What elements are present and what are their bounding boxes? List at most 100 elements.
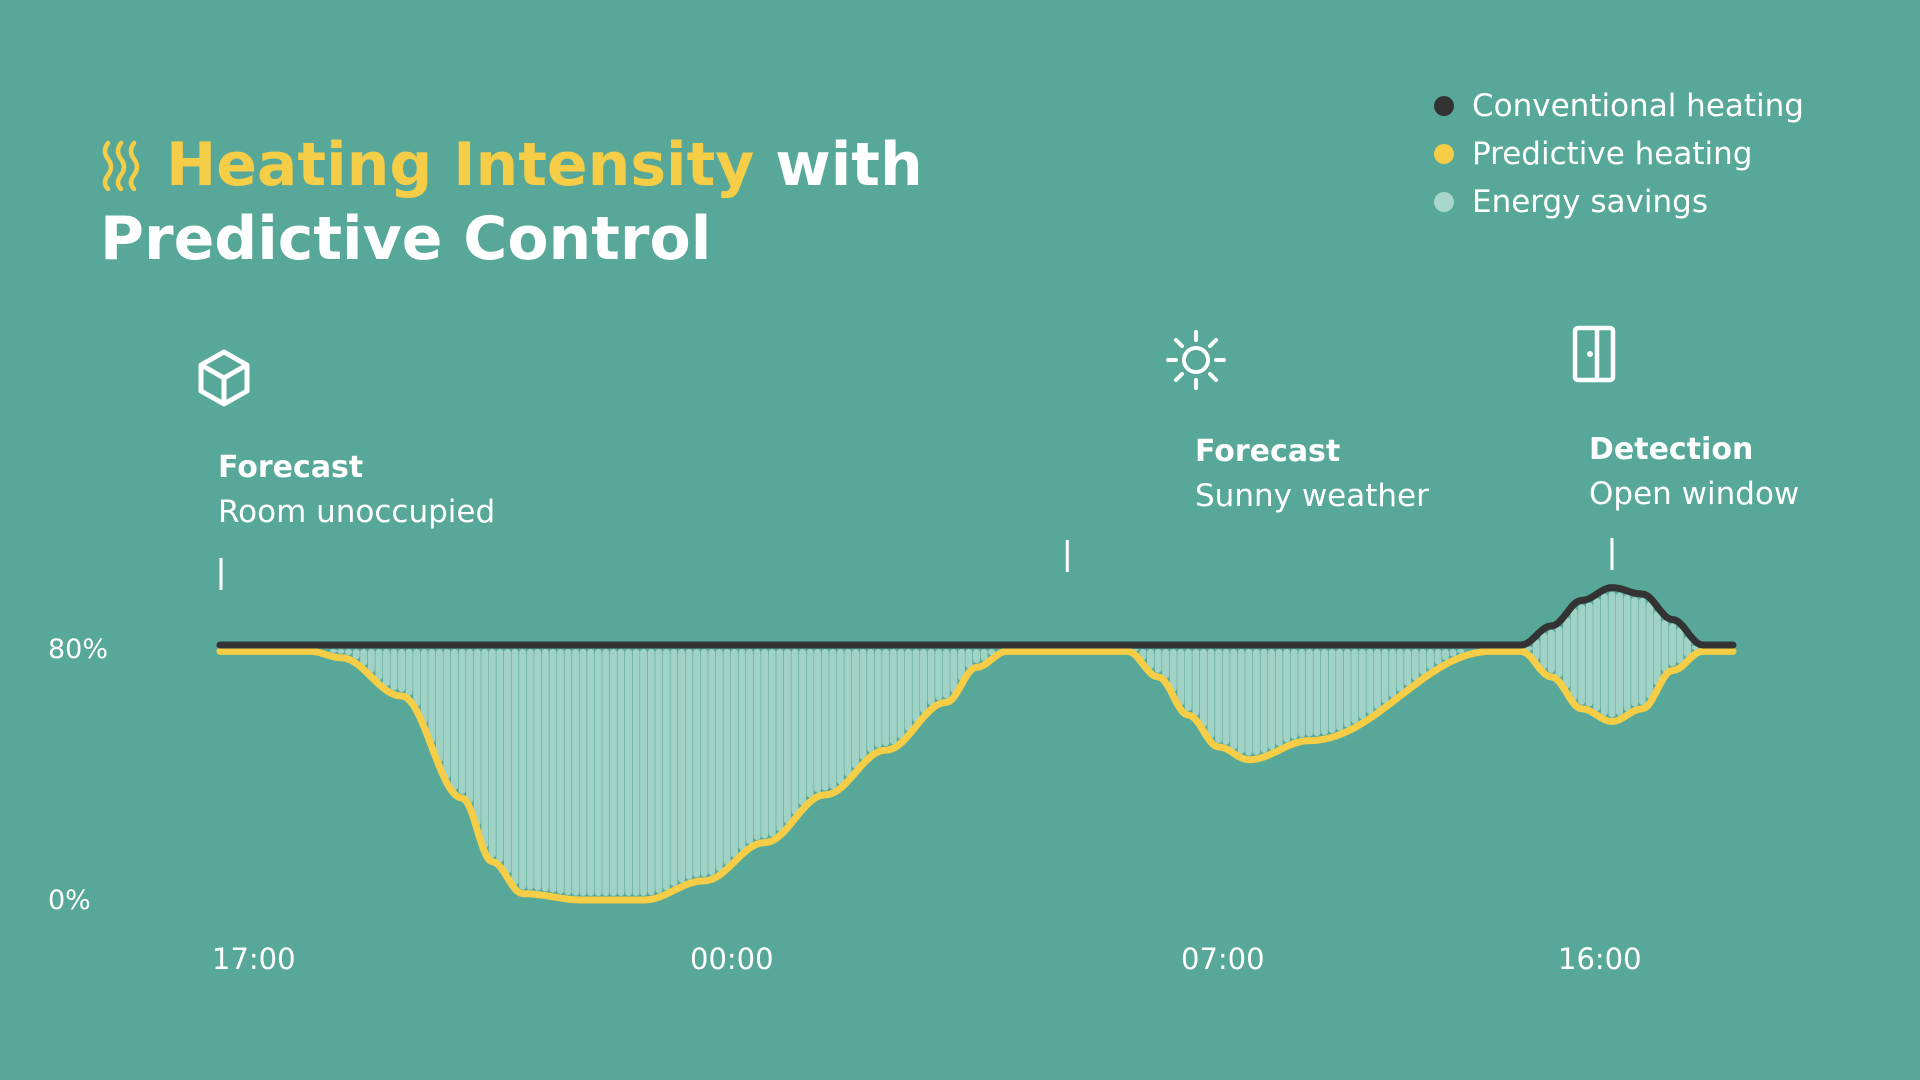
savings-bar bbox=[738, 649, 746, 851]
savings-bar bbox=[1321, 649, 1328, 736]
savings-bar bbox=[564, 649, 572, 896]
savings-bar bbox=[1593, 598, 1601, 712]
legend-item: Conventional heating bbox=[1434, 82, 1804, 130]
savings-bar bbox=[428, 649, 436, 743]
savings-bar bbox=[1389, 649, 1397, 698]
savings-bar bbox=[1396, 649, 1404, 692]
legend-item: Predictive heating bbox=[1434, 130, 1804, 178]
title-line-2: Predictive Control bbox=[100, 204, 712, 274]
savings-bar bbox=[398, 649, 406, 692]
savings-bar bbox=[927, 649, 935, 706]
savings-bar bbox=[1570, 608, 1578, 701]
legend-swatch bbox=[1434, 144, 1454, 164]
savings-bar bbox=[549, 649, 557, 893]
savings-bar bbox=[1381, 649, 1389, 704]
savings-bar bbox=[874, 649, 882, 748]
legend-label: Predictive heating bbox=[1472, 136, 1753, 172]
event-title: Forecast bbox=[1195, 434, 1341, 469]
savings-bar bbox=[352, 649, 360, 660]
y-tick-label: 0% bbox=[48, 885, 91, 916]
savings-bar bbox=[1169, 649, 1177, 692]
savings-bar bbox=[1177, 649, 1185, 706]
savings-bar bbox=[337, 649, 345, 654]
savings-bar bbox=[1449, 649, 1457, 657]
savings-bar bbox=[481, 649, 489, 849]
predictive-heating-line bbox=[216, 647, 1737, 904]
savings-bar bbox=[1646, 601, 1654, 700]
savings-bar bbox=[1283, 649, 1291, 743]
savings-bar bbox=[1638, 598, 1646, 705]
savings-bar bbox=[1419, 649, 1427, 675]
savings-bar bbox=[1631, 597, 1639, 707]
savings-bar bbox=[1343, 649, 1351, 728]
x-tick-label: 16:00 bbox=[1558, 942, 1642, 976]
event-title: Forecast bbox=[218, 450, 364, 485]
savings-bar bbox=[700, 649, 708, 877]
chart-title: Heating Intensity with Predictive Contro… bbox=[100, 128, 923, 276]
savings-bar bbox=[330, 649, 337, 653]
event-annotation: Forecast Sunny weather bbox=[1195, 430, 1429, 518]
savings-bar bbox=[1162, 649, 1170, 679]
savings-bar bbox=[1684, 636, 1692, 657]
savings-bar bbox=[1563, 617, 1571, 689]
event-annotation: Forecast Room unoccupied bbox=[218, 446, 495, 534]
savings-bar bbox=[1305, 649, 1313, 737]
legend-swatch bbox=[1434, 96, 1454, 116]
savings-bar bbox=[625, 649, 632, 896]
savings-bar bbox=[458, 649, 466, 794]
savings-bar bbox=[1616, 592, 1623, 716]
savings-bar bbox=[678, 649, 685, 883]
savings-bar bbox=[594, 649, 602, 896]
savings-bar bbox=[708, 649, 716, 876]
event-annotation: Detection Open window bbox=[1589, 428, 1799, 516]
savings-bar bbox=[1351, 649, 1359, 724]
savings-bar bbox=[587, 649, 595, 896]
cube-icon bbox=[198, 349, 250, 407]
savings-bar bbox=[1426, 649, 1434, 670]
savings-bar bbox=[821, 649, 829, 791]
savings-bar bbox=[1268, 649, 1275, 750]
savings-bar bbox=[980, 649, 988, 661]
savings-bar bbox=[814, 649, 822, 793]
savings-bar bbox=[1404, 649, 1412, 687]
savings-bar bbox=[852, 649, 859, 769]
savings-bar bbox=[1366, 649, 1374, 715]
savings-bar bbox=[609, 649, 617, 896]
savings-bar bbox=[579, 649, 587, 896]
savings-bar bbox=[950, 649, 958, 694]
savings-bar bbox=[1676, 627, 1684, 664]
savings-bar bbox=[1555, 626, 1563, 678]
savings-bar bbox=[435, 649, 443, 763]
savings-bar bbox=[973, 649, 980, 664]
savings-bar bbox=[662, 649, 670, 891]
sun-icon bbox=[1166, 330, 1226, 390]
event-description: Open window bbox=[1589, 476, 1800, 512]
savings-bar bbox=[1653, 610, 1661, 686]
savings-bar bbox=[519, 649, 527, 890]
savings-bar bbox=[511, 649, 519, 885]
event-markers bbox=[219, 538, 1614, 590]
savings-bar bbox=[360, 649, 368, 666]
savings-bar bbox=[382, 649, 390, 687]
heat-waves-icon bbox=[102, 140, 140, 191]
legend-label: Energy savings bbox=[1472, 184, 1708, 220]
savings-bar bbox=[617, 649, 625, 896]
savings-bar bbox=[859, 649, 867, 760]
savings-bar bbox=[526, 649, 534, 890]
savings-bar bbox=[420, 649, 428, 724]
savings-bar bbox=[375, 649, 383, 681]
savings-bar bbox=[1222, 649, 1230, 745]
legend-label: Conventional heating bbox=[1472, 88, 1804, 124]
savings-bar bbox=[1358, 649, 1366, 720]
savings-bar bbox=[889, 649, 897, 745]
savings-bar bbox=[473, 649, 481, 826]
savings-bar bbox=[655, 649, 663, 894]
savings-bar bbox=[1184, 649, 1192, 712]
savings-bar bbox=[1434, 649, 1442, 665]
savings-bar bbox=[715, 649, 723, 872]
savings-bar bbox=[776, 649, 784, 832]
savings-bar bbox=[390, 649, 398, 691]
event-description: Sunny weather bbox=[1195, 478, 1429, 514]
savings-bar bbox=[1585, 602, 1593, 707]
